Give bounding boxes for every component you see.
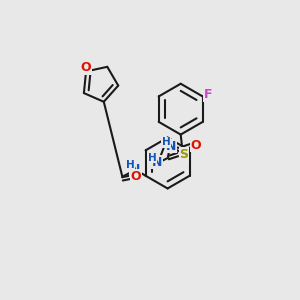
Text: N: N [152,156,162,169]
Text: N: N [166,140,176,153]
Text: O: O [130,170,141,183]
Text: O: O [81,61,92,74]
Text: H: H [126,160,135,170]
Text: S: S [179,148,188,161]
Text: H: H [162,137,170,147]
Text: N: N [130,163,140,176]
Text: H: H [148,153,157,163]
Text: O: O [191,139,201,152]
Text: F: F [204,88,212,101]
